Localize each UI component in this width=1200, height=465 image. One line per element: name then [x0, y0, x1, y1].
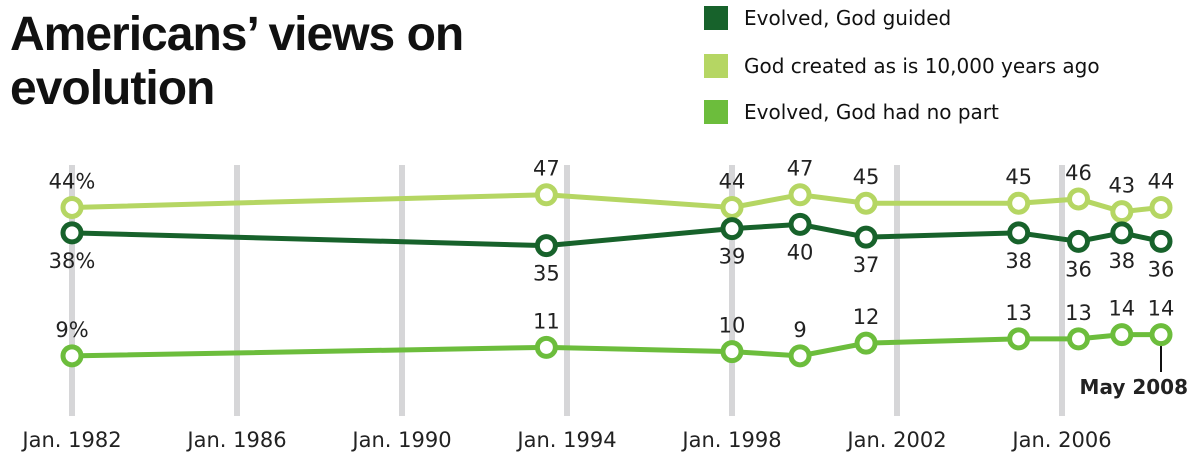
data-label: 38%: [49, 249, 96, 273]
data-point: [788, 183, 812, 207]
data-point: [534, 234, 558, 258]
data-point: [534, 335, 558, 359]
data-point: [1110, 200, 1134, 224]
x-tick-label: Jan. 1994: [515, 428, 616, 452]
legend-label: Evolved, God had no part: [744, 100, 999, 124]
data-label: 47: [787, 157, 814, 181]
data-point: [1007, 191, 1031, 215]
data-label: 47: [533, 157, 560, 181]
data-point: [1110, 221, 1134, 245]
annotation-may-2008: May 2008: [1080, 375, 1188, 399]
data-label: 43: [1108, 174, 1135, 198]
x-tick-label: Jan. 2002: [845, 428, 946, 452]
data-label: 12: [853, 305, 880, 329]
legend-swatch: [704, 54, 728, 78]
legend-item-no-part: Evolved, God had no part: [704, 100, 999, 124]
data-point: [1007, 327, 1031, 351]
data-point: [1149, 195, 1173, 219]
data-label: 45: [1005, 165, 1032, 189]
data-label: 36: [1148, 257, 1175, 281]
x-tick-label: Jan. 2006: [1010, 428, 1111, 452]
data-label: 46: [1065, 161, 1092, 185]
x-tick-label: Jan. 1998: [680, 428, 781, 452]
data-label: 13: [1005, 301, 1032, 325]
data-label: 9%: [55, 318, 88, 342]
data-label: 14: [1108, 297, 1135, 321]
data-label: 14: [1148, 297, 1175, 321]
x-tick-label: Jan. 1982: [20, 428, 121, 452]
legend-label: Evolved, God guided: [744, 6, 952, 30]
data-point: [1067, 229, 1090, 253]
data-label: 40: [787, 240, 814, 264]
data-point: [854, 191, 878, 215]
legend-label: God created as is 10,000 years ago: [744, 54, 1100, 78]
data-point: [1110, 323, 1134, 347]
data-point: [1067, 327, 1090, 351]
data-point: [1007, 221, 1031, 245]
data-point: [788, 212, 812, 236]
legend-item-god-created: God created as is 10,000 years ago: [704, 54, 1100, 78]
data-point: [60, 344, 84, 368]
data-label: 44: [1148, 169, 1175, 193]
data-label: 35: [533, 262, 560, 286]
data-label: 9: [793, 318, 806, 342]
x-tick-label: Jan. 1990: [350, 428, 451, 452]
data-label: 39: [719, 245, 746, 269]
data-label: 44%: [49, 169, 96, 193]
data-point: [854, 225, 878, 249]
data-label: 13: [1065, 301, 1092, 325]
legend-item-god-guided: Evolved, God guided: [704, 6, 951, 30]
data-label: 38: [1108, 249, 1135, 273]
legend-swatch: [704, 100, 728, 124]
data-point: [534, 183, 558, 207]
legend-swatch: [704, 6, 728, 30]
data-label: 36: [1065, 257, 1092, 281]
data-point: [720, 340, 744, 364]
data-point: [60, 221, 84, 245]
data-point: [1149, 323, 1173, 347]
data-point: [788, 344, 812, 368]
data-label: 38: [1005, 249, 1032, 273]
data-point: [854, 331, 878, 355]
data-point: [60, 195, 84, 219]
data-point: [720, 217, 744, 241]
data-label: 11: [533, 309, 560, 333]
data-point: [720, 195, 744, 219]
data-label: 45: [853, 165, 880, 189]
data-label: 10: [719, 314, 746, 338]
data-label: 44: [719, 169, 746, 193]
data-point: [1149, 229, 1173, 253]
chart-title: Americans’ views on evolution: [10, 8, 464, 115]
x-tick-label: Jan. 1986: [185, 428, 286, 452]
data-point: [1067, 187, 1090, 211]
data-label: 37: [853, 253, 880, 277]
